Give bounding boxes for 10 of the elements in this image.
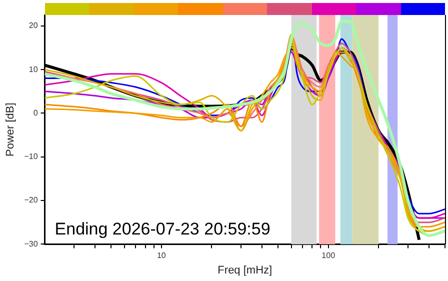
y-tick-label: 10 (28, 64, 38, 74)
annotation: Ending 2026-07-23 20:59:59 (54, 219, 270, 238)
y-tick-label: −10 (24, 152, 38, 162)
y-tick-label: −20 (24, 196, 38, 205)
x-axis-title: Freq [mHz] (218, 264, 272, 276)
y-tick-label: 20 (28, 21, 38, 30)
y-tick-label: −30 (24, 239, 38, 248)
y-tick-label: 0 (33, 108, 38, 118)
y-axis-title: Power [dB] (4, 102, 17, 157)
x-tick-label: 100 (322, 251, 336, 260)
